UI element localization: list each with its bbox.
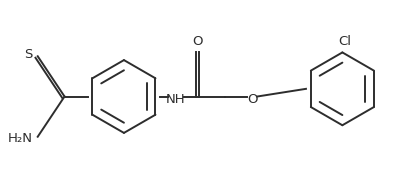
Text: Cl: Cl	[338, 35, 351, 48]
Text: H₂N: H₂N	[8, 132, 33, 145]
Text: O: O	[247, 93, 258, 106]
Text: NH: NH	[166, 93, 185, 106]
Text: O: O	[193, 35, 203, 48]
Text: S: S	[24, 48, 32, 61]
